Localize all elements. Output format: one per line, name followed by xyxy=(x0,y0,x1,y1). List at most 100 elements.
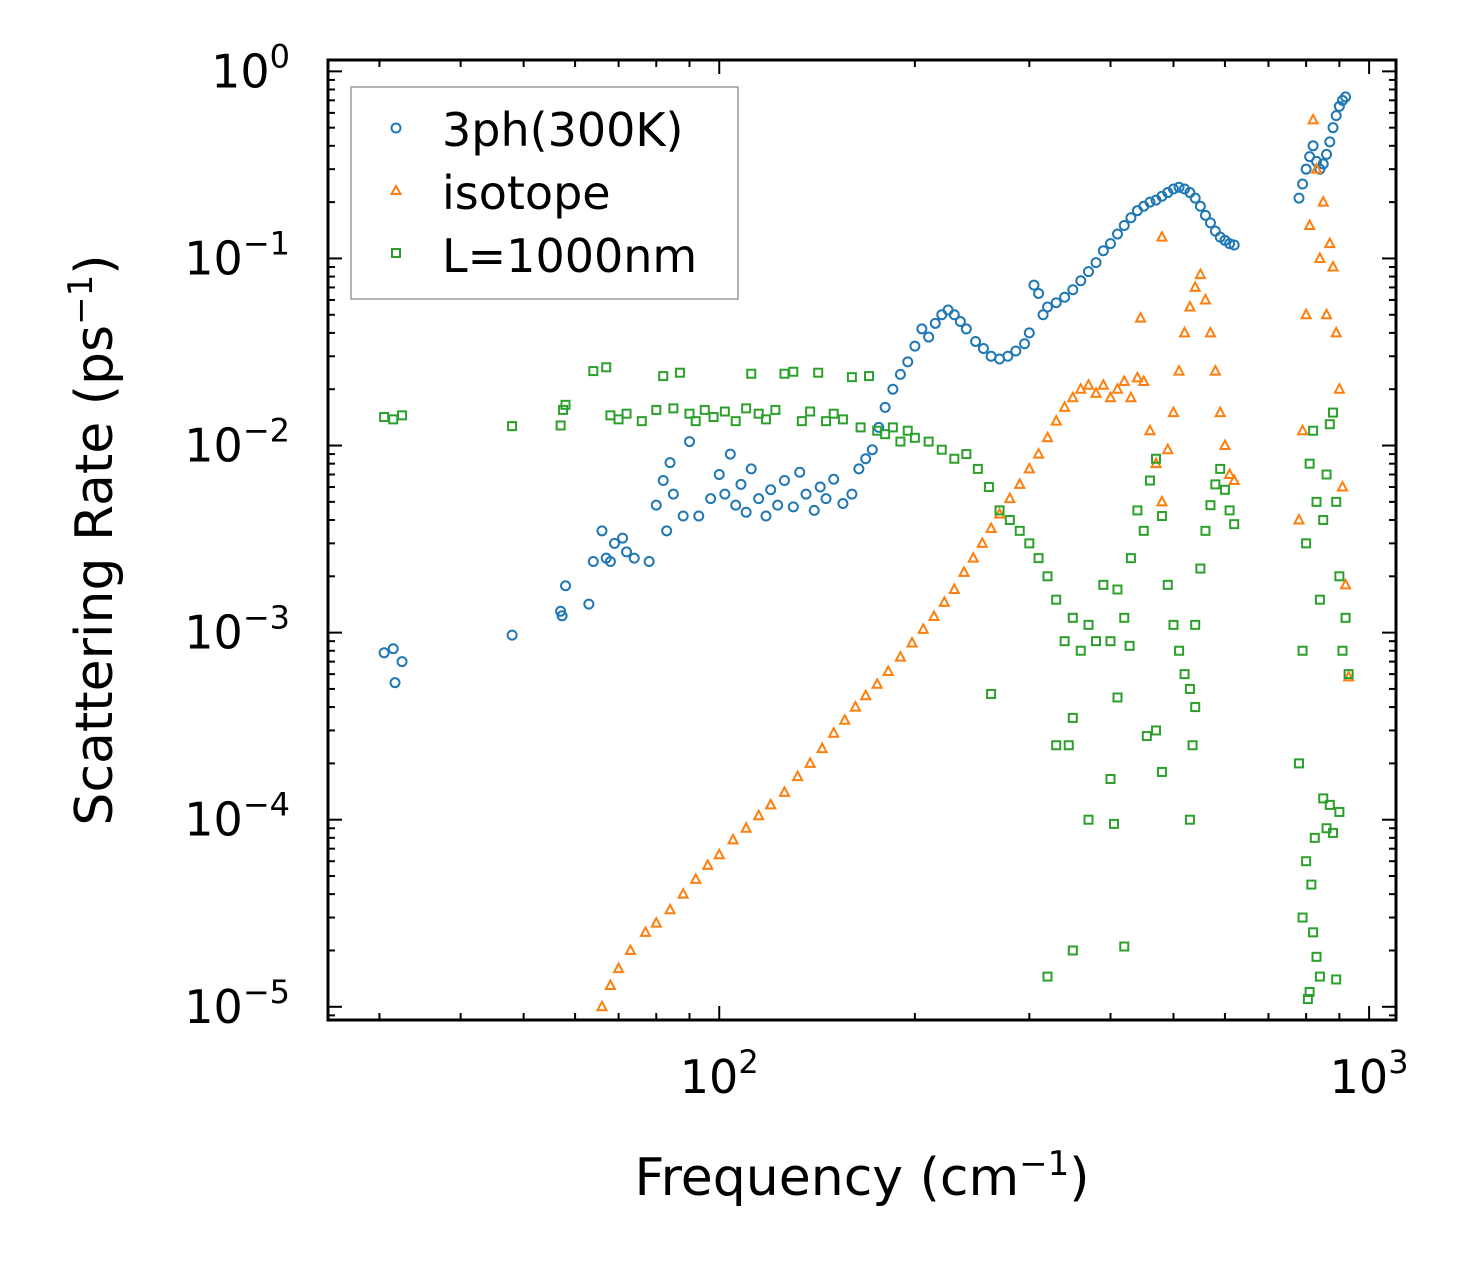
data-point xyxy=(1308,927,1319,938)
data-point xyxy=(1041,430,1054,443)
data-point xyxy=(779,368,790,379)
data-point xyxy=(664,457,676,469)
data-point xyxy=(674,367,685,378)
data-point xyxy=(1112,692,1123,703)
data-point xyxy=(1302,994,1313,1005)
legend-entry-l1000nm: L=1000nm xyxy=(391,229,697,283)
data-point xyxy=(753,493,765,505)
data-point xyxy=(753,408,764,419)
legend: 3ph(300K) isotope L=1000nm xyxy=(350,86,739,300)
data-point xyxy=(905,635,919,648)
data-point xyxy=(617,532,629,544)
data-point xyxy=(1331,496,1342,507)
data-point xyxy=(1162,579,1173,590)
data-point xyxy=(639,925,652,937)
data-point xyxy=(1134,310,1147,323)
data-point xyxy=(1174,645,1185,656)
data-point xyxy=(609,537,621,549)
data-point xyxy=(1320,307,1333,320)
data-point xyxy=(621,408,632,419)
data-point xyxy=(1195,563,1206,574)
data-point xyxy=(879,401,891,413)
data-point xyxy=(976,536,989,548)
y-axis-label: Scattering Rate (ps−1) xyxy=(61,254,125,825)
data-point xyxy=(949,453,960,464)
data-point xyxy=(866,444,878,456)
data-point xyxy=(1297,645,1308,656)
data-point xyxy=(1097,378,1110,390)
data-point xyxy=(954,316,966,328)
data-point xyxy=(1317,194,1330,207)
data-point xyxy=(1151,453,1162,464)
data-point xyxy=(1083,814,1094,825)
data-point xyxy=(1199,209,1211,221)
data-point xyxy=(1042,571,1053,582)
data-point xyxy=(1104,238,1116,250)
data-point xyxy=(1318,514,1329,525)
data-point xyxy=(984,521,998,534)
data-point xyxy=(1104,390,1117,403)
data-point xyxy=(960,323,972,335)
data-point xyxy=(1168,619,1179,630)
data-point xyxy=(1074,382,1087,394)
data-point xyxy=(740,506,752,518)
legend-marker-isotope xyxy=(389,183,403,195)
data-point xyxy=(1306,112,1320,125)
data-point xyxy=(1023,327,1035,339)
data-point xyxy=(1228,473,1241,486)
data-point xyxy=(1090,257,1102,269)
data-point xyxy=(1228,239,1240,251)
data-point xyxy=(846,488,858,500)
data-point xyxy=(1155,229,1169,242)
data-point xyxy=(1311,496,1322,507)
data-point xyxy=(1066,390,1079,403)
data-point xyxy=(1051,594,1062,605)
data-point xyxy=(595,999,609,1012)
x-axis-label: Frequency (cm−1) xyxy=(634,1144,1089,1208)
data-point xyxy=(917,622,930,634)
data-point xyxy=(556,610,568,622)
data-point xyxy=(560,580,572,592)
data-point xyxy=(994,505,1005,516)
data-point xyxy=(895,436,906,447)
data-point xyxy=(677,887,690,899)
data-point xyxy=(1303,218,1316,230)
data-point xyxy=(1033,553,1044,564)
data-point xyxy=(923,331,935,343)
data-point xyxy=(601,362,612,373)
data-point xyxy=(1301,856,1312,867)
data-point xyxy=(650,916,663,928)
series-0 xyxy=(378,91,1352,689)
data-point xyxy=(713,469,725,481)
data-point xyxy=(986,688,997,699)
data-point xyxy=(846,372,857,383)
data-point xyxy=(668,403,679,414)
data-point xyxy=(1339,577,1352,590)
y-tick-label: 100 xyxy=(211,37,290,98)
data-point xyxy=(1067,945,1078,956)
data-point xyxy=(894,368,906,380)
data-point xyxy=(993,506,1006,519)
data-point xyxy=(705,493,717,505)
data-point xyxy=(983,482,994,493)
data-point xyxy=(909,432,920,443)
data-point xyxy=(760,414,771,425)
data-point xyxy=(894,649,907,662)
data-point xyxy=(1010,345,1022,357)
data-point xyxy=(805,406,816,417)
data-point xyxy=(613,414,624,425)
data-point xyxy=(1215,463,1226,474)
data-point xyxy=(621,546,633,558)
data-point xyxy=(1334,571,1345,582)
data-point xyxy=(690,416,701,427)
legend-marker-3ph xyxy=(390,122,402,134)
data-point xyxy=(1310,162,1323,174)
data-point xyxy=(794,466,806,478)
legend-marker-l1000nm xyxy=(391,248,401,258)
data-point xyxy=(1004,514,1015,525)
data-point xyxy=(1311,951,1322,962)
data-point xyxy=(1125,212,1137,224)
data-point xyxy=(1097,245,1109,257)
series-2 xyxy=(379,362,1354,1005)
data-point xyxy=(658,371,669,382)
